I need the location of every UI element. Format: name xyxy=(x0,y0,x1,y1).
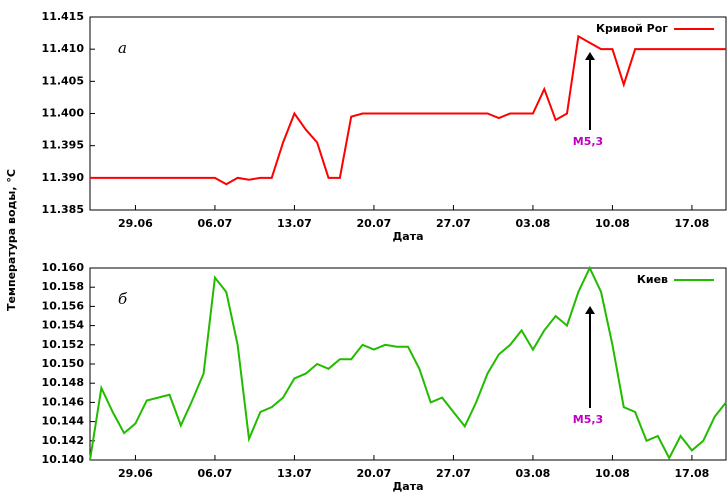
data-line xyxy=(89,265,727,461)
y-axis-label: Температура воды, °С xyxy=(5,169,18,311)
legend-label: Кривой Рог xyxy=(596,22,668,35)
y-tick-label: 11.405 xyxy=(42,74,84,87)
y-tick-label: 10.146 xyxy=(42,395,85,408)
y-tick-label: 10.144 xyxy=(42,415,85,428)
x-tick-label: 03.08 xyxy=(516,467,551,480)
y-tick-label: 11.395 xyxy=(42,139,84,152)
panel-label: а xyxy=(118,39,127,57)
plot-frame xyxy=(89,16,727,211)
y-tick-label: 10.142 xyxy=(42,434,84,447)
y-tick-label: 10.140 xyxy=(42,453,85,466)
x-tick-label: 10.08 xyxy=(595,467,630,480)
x-tick-label: 20.07 xyxy=(357,217,392,230)
x-tick-label: 29.06 xyxy=(118,467,153,480)
y-tick-label: 10.158 xyxy=(42,280,84,293)
y-tick-label: 11.385 xyxy=(42,203,84,216)
y-tick-label: 11.400 xyxy=(42,107,85,120)
legend-label: Киев xyxy=(637,273,668,286)
y-tick-label: 10.160 xyxy=(42,261,85,274)
y-tick-label: 11.390 xyxy=(42,171,85,184)
x-tick-label: 27.07 xyxy=(436,467,471,480)
x-tick-label: 06.07 xyxy=(198,467,233,480)
x-tick-label: 20.07 xyxy=(357,467,392,480)
x-tick-label: 29.06 xyxy=(118,217,153,230)
y-tick-label: 11.410 xyxy=(42,42,85,55)
x-tick-label: 17.08 xyxy=(675,217,710,230)
annotation-arrowhead xyxy=(585,306,595,314)
x-tick-label: 06.07 xyxy=(198,217,233,230)
x-tick-label: 27.07 xyxy=(436,217,471,230)
y-tick-label: 10.154 xyxy=(42,319,85,332)
x-axis-label: Дата xyxy=(392,480,423,492)
x-tick-label: 03.08 xyxy=(516,217,551,230)
data-line xyxy=(90,34,726,186)
annotation: M5,3 xyxy=(573,413,603,426)
annotation-arrowhead xyxy=(585,52,595,60)
panel-label: б xyxy=(118,290,128,308)
x-axis-label: Дата xyxy=(392,230,423,243)
x-tick-label: 17.08 xyxy=(675,467,710,480)
y-tick-label: 11.415 xyxy=(42,10,84,23)
y-tick-label: 10.152 xyxy=(42,338,84,351)
y-tick-label: 10.156 xyxy=(42,299,85,312)
y-tick-label: 10.148 xyxy=(42,376,84,389)
x-tick-label: 13.07 xyxy=(277,217,312,230)
plot-frame xyxy=(89,267,727,461)
y-tick-label: 10.150 xyxy=(42,357,85,370)
x-tick-label: 10.08 xyxy=(595,217,630,230)
x-tick-label: 13.07 xyxy=(277,467,312,480)
annotation: M5,3 xyxy=(573,135,603,148)
